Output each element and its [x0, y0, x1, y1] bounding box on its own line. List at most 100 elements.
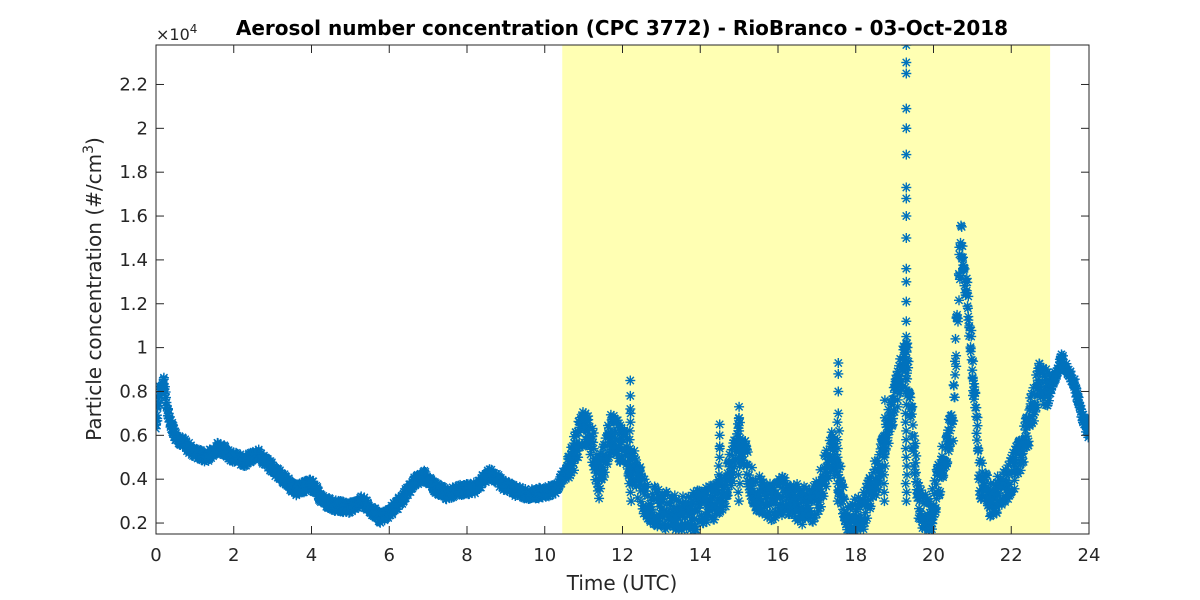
spike-point: [734, 460, 746, 472]
spike-point: [733, 434, 746, 446]
y-tick-label: 0.4: [119, 469, 148, 490]
data-point: [949, 391, 961, 403]
spike-point: [878, 451, 890, 463]
y-tick-label: 1: [137, 338, 148, 359]
data-point: [1043, 395, 1055, 407]
spike-point: [880, 442, 892, 455]
spike-point: [899, 372, 912, 384]
y-multiplier-base: ×10: [156, 25, 190, 44]
spike-point: [900, 102, 912, 115]
spike-point: [732, 469, 745, 481]
spike-point: [623, 434, 636, 446]
data-point: [944, 425, 956, 437]
data-point: [961, 276, 973, 289]
spike-point: [734, 477, 746, 490]
data-point: [817, 490, 830, 502]
spike-point: [624, 460, 636, 472]
y-tick-label: 0.2: [119, 513, 148, 534]
spike-point: [878, 434, 891, 446]
spike-point: [713, 460, 725, 472]
spike-point: [900, 315, 912, 327]
spike-point: [878, 477, 890, 490]
data-point: [950, 350, 962, 362]
spike-point: [900, 122, 912, 135]
x-tick-label: 16: [767, 545, 790, 566]
data-point: [159, 381, 171, 393]
spike-point: [901, 460, 913, 472]
spike-point: [624, 416, 637, 428]
spike-point: [831, 460, 843, 472]
spike-point: [899, 363, 912, 376]
spike-point: [900, 495, 913, 507]
data-point: [972, 442, 984, 455]
spike-point: [831, 416, 844, 428]
spike-point: [901, 486, 913, 498]
data-point: [947, 435, 959, 447]
spike-point: [624, 374, 636, 387]
spike-point: [900, 295, 912, 308]
data-point: [909, 437, 922, 450]
spike-point: [713, 451, 726, 463]
y-axis-label-sup: 3: [81, 145, 97, 154]
data-point: [599, 466, 611, 478]
spike-point: [714, 429, 726, 441]
spike-point: [624, 451, 637, 463]
x-tick-label: 22: [1000, 545, 1023, 566]
spike-point: [901, 355, 913, 367]
y-multiplier-exp: 4: [190, 22, 198, 36]
spike-point: [714, 418, 726, 431]
data-point: [969, 386, 981, 399]
data-point: [937, 471, 949, 483]
y-tick-label: 1.8: [119, 162, 148, 183]
data-point: [887, 419, 899, 431]
data-point: [941, 457, 953, 470]
spike-point: [832, 368, 844, 380]
spike-point: [832, 486, 845, 498]
data-point: [990, 506, 1003, 518]
x-axis: 0 2 4 6 8 10 12 14 16 18 20 22 24: [150, 45, 1100, 566]
data-point: [949, 333, 962, 345]
data-point: [976, 457, 988, 469]
spike-point: [901, 390, 913, 402]
data-point: [582, 414, 594, 426]
x-tick-label: 12: [611, 545, 634, 566]
spike-point: [734, 442, 746, 455]
spike-point: [899, 416, 912, 428]
x-tick-label: 10: [533, 545, 556, 566]
data-point: [964, 341, 977, 353]
y-axis: 0.2 0.4 0.6 0.8 1 1.2 1.4 1.6 1.8 2 2.2: [119, 74, 1089, 534]
data-point: [950, 360, 962, 372]
data-point: [956, 240, 969, 252]
data-point: [958, 263, 971, 275]
spike-point: [624, 486, 637, 498]
data-point: [891, 401, 904, 413]
data-point: [861, 512, 873, 524]
spike-point: [901, 469, 913, 481]
data-point: [910, 466, 922, 479]
spike-point: [900, 425, 912, 437]
data-point: [572, 451, 584, 463]
data-point: [594, 482, 606, 495]
data-point: [1008, 483, 1021, 495]
data-point: [962, 310, 974, 323]
spike-point: [714, 442, 726, 455]
spike-point: [714, 495, 726, 507]
x-tick-label: 20: [922, 545, 945, 566]
data-point: [967, 355, 979, 367]
y-tick-label: 1.4: [119, 250, 148, 271]
spike-point: [831, 469, 844, 481]
y-tick-label: 2.2: [119, 74, 148, 95]
spike-point: [624, 469, 637, 481]
spike-point: [900, 398, 913, 411]
spike-point: [713, 486, 725, 498]
spike-point: [832, 407, 844, 420]
y-axis-label-close: ): [82, 137, 106, 145]
spike-point: [879, 460, 891, 472]
spike-point: [624, 425, 636, 437]
spike-point: [900, 67, 912, 80]
spike-point: [832, 385, 844, 398]
x-tick-label: 24: [1078, 545, 1101, 566]
spike-point: [733, 451, 745, 463]
spike-point: [900, 477, 912, 490]
spike-point: [625, 495, 637, 507]
